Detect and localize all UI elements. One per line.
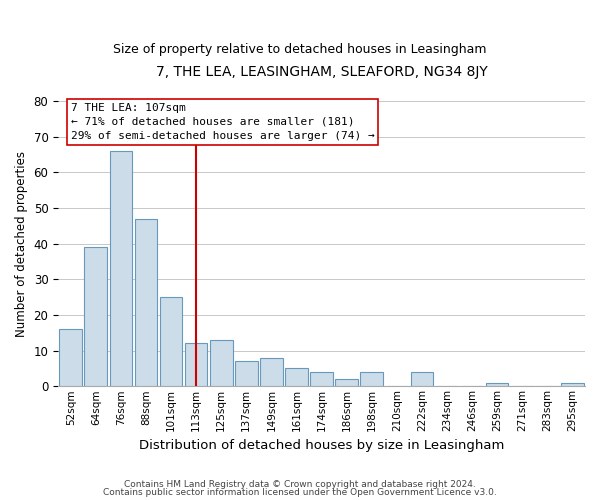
Bar — [160, 297, 182, 386]
Bar — [59, 329, 82, 386]
Text: Size of property relative to detached houses in Leasingham: Size of property relative to detached ho… — [113, 42, 487, 56]
Bar — [310, 372, 333, 386]
Bar — [85, 247, 107, 386]
Bar — [335, 379, 358, 386]
Text: Contains public sector information licensed under the Open Government Licence v3: Contains public sector information licen… — [103, 488, 497, 497]
Bar — [486, 382, 508, 386]
Y-axis label: Number of detached properties: Number of detached properties — [15, 150, 28, 336]
Bar — [210, 340, 233, 386]
Bar — [361, 372, 383, 386]
X-axis label: Distribution of detached houses by size in Leasingham: Distribution of detached houses by size … — [139, 440, 504, 452]
Title: 7, THE LEA, LEASINGHAM, SLEAFORD, NG34 8JY: 7, THE LEA, LEASINGHAM, SLEAFORD, NG34 8… — [156, 65, 487, 79]
Text: Contains HM Land Registry data © Crown copyright and database right 2024.: Contains HM Land Registry data © Crown c… — [124, 480, 476, 489]
Bar — [260, 358, 283, 386]
Bar — [285, 368, 308, 386]
Bar — [561, 382, 584, 386]
Bar — [110, 151, 132, 386]
Text: 7 THE LEA: 107sqm
← 71% of detached houses are smaller (181)
29% of semi-detache: 7 THE LEA: 107sqm ← 71% of detached hous… — [71, 103, 374, 141]
Bar — [410, 372, 433, 386]
Bar — [235, 362, 257, 386]
Bar — [134, 218, 157, 386]
Bar — [185, 344, 208, 386]
